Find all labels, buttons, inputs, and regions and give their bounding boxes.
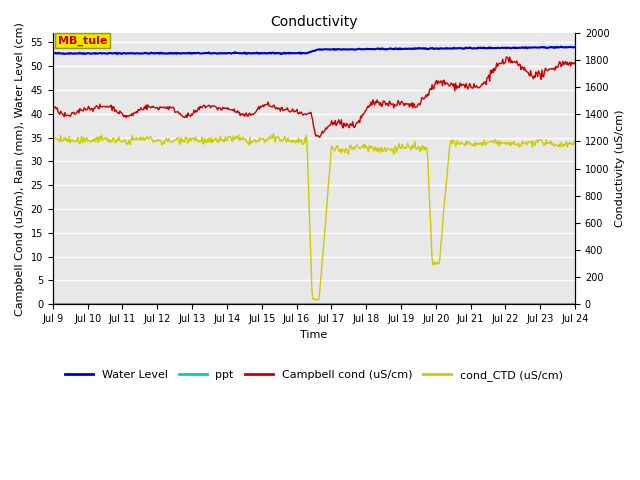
- Y-axis label: Conductivity (uS/cm): Conductivity (uS/cm): [615, 110, 625, 228]
- Title: Conductivity: Conductivity: [270, 15, 358, 29]
- Y-axis label: Campbell Cond (uS/m), Rain (mm), Water Level (cm): Campbell Cond (uS/m), Rain (mm), Water L…: [15, 22, 25, 315]
- X-axis label: Time: Time: [300, 330, 328, 339]
- Legend: Water Level, ppt, Campbell cond (uS/cm), cond_CTD (uS/cm): Water Level, ppt, Campbell cond (uS/cm),…: [61, 366, 567, 385]
- Text: MB_tule: MB_tule: [58, 36, 108, 46]
